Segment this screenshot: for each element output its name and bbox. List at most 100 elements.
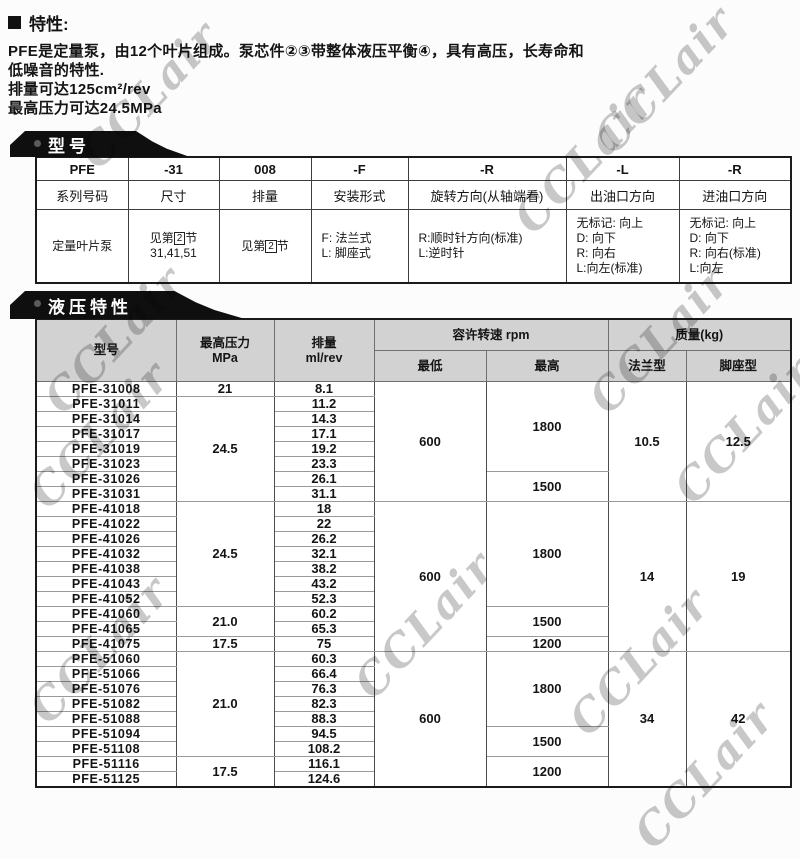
model-name-cell: PFE-51060 bbox=[35, 651, 177, 667]
model-name-cell: PFE-31008 bbox=[35, 381, 177, 397]
value-cell: 24.5 bbox=[175, 396, 275, 502]
model-name-cell: PFE-41022 bbox=[35, 516, 177, 532]
section-banner-model: 型号 bbox=[10, 131, 190, 157]
value-cell: 600 bbox=[373, 501, 487, 652]
table-row: PFE-31019 19.2 bbox=[35, 441, 791, 457]
model-name-cell: PFE-31014 bbox=[35, 411, 177, 427]
boxed-number: 2 bbox=[265, 239, 277, 253]
table-row: 最低 最高 法兰型 脚座型 bbox=[36, 350, 792, 382]
column-header-cell: 脚座型 bbox=[685, 350, 792, 382]
banner-mark-icon bbox=[34, 140, 41, 147]
value-cell: 14.3 bbox=[273, 411, 375, 427]
value-cell: 31.1 bbox=[273, 486, 375, 502]
value-cell: 1500 bbox=[485, 471, 609, 502]
table-row: PFE-51082 82.3 bbox=[35, 696, 791, 712]
table-row: 系列号码 尺寸 排量 安装形式 旋转方向(从轴端看) 出油口方向 进油口方向 bbox=[35, 180, 792, 210]
value-cell: 43.2 bbox=[273, 576, 375, 592]
section-title-model: 型号 bbox=[48, 136, 90, 156]
model-name-cell: PFE-41026 bbox=[35, 531, 177, 547]
table-row: 定量叶片泵 见第 2 节 31,41,51 见第 2 节 F: 法兰式 L: 脚座式 R:顺时针方向… bbox=[35, 209, 792, 284]
value-cell: 65.3 bbox=[273, 621, 375, 637]
column-label-cell: 旋转方向(从轴端看) bbox=[407, 180, 567, 210]
table-row: PFE-41060 21.0 60.2 1500 bbox=[35, 606, 791, 637]
value-cell: 60.2 bbox=[273, 606, 375, 622]
section-title-hydraulic: 液压特性 bbox=[48, 297, 132, 317]
value-cell: 38.2 bbox=[273, 561, 375, 577]
table-row: PFE-51088 88.3 bbox=[35, 711, 791, 727]
model-name-cell: PFE-51066 bbox=[35, 666, 177, 682]
value-cell: 12.5 bbox=[685, 381, 792, 502]
value-cell: 19.2 bbox=[273, 441, 375, 457]
section-banner-hydraulic: 液压特性 bbox=[10, 291, 245, 319]
model-code-cell: -R bbox=[678, 156, 792, 181]
feature-line: 最高压力可达24.5MPa bbox=[8, 100, 162, 117]
model-code-cell: 008 bbox=[218, 156, 312, 181]
model-code-cell: -L bbox=[565, 156, 680, 181]
value-cell: 1800 bbox=[485, 381, 609, 472]
column-label-cell: 尺寸 bbox=[127, 180, 220, 210]
model-name-cell: PFE-51108 bbox=[35, 741, 177, 757]
value-cell: 17.5 bbox=[175, 756, 275, 788]
model-name-cell: PFE-51076 bbox=[35, 681, 177, 697]
table-row: PFE -31 008 -F -R -L -R bbox=[35, 156, 792, 181]
model-name-cell: PFE-51125 bbox=[35, 771, 177, 788]
table-row: PFE-41022 22 bbox=[35, 516, 791, 532]
value-cell: 32.1 bbox=[273, 546, 375, 562]
features-heading: 特性: bbox=[8, 10, 800, 35]
table-row: PFE-51060 21.0 60.3 600 1800 34 42 bbox=[35, 651, 792, 788]
description-cell: 定量叶片泵 bbox=[35, 209, 129, 284]
model-name-cell: PFE-51116 bbox=[35, 756, 177, 772]
model-name-cell: PFE-31011 bbox=[35, 396, 177, 412]
table-row: PFE-31011 24.5 11.2 bbox=[35, 396, 791, 502]
table-row: PFE-41018 24.5 18 600 1800 14 19 bbox=[35, 501, 792, 652]
model-name-cell: PFE-31023 bbox=[35, 456, 177, 472]
column-header-cell: 最高 bbox=[485, 350, 609, 382]
value-cell: 1200 bbox=[485, 756, 609, 788]
model-name-cell: PFE-51088 bbox=[35, 711, 177, 727]
value-cell: 24.5 bbox=[175, 501, 275, 607]
value-cell: 21.0 bbox=[175, 606, 275, 637]
column-header-cell: 质量(kg) bbox=[607, 318, 792, 351]
value-cell: 600 bbox=[373, 381, 487, 502]
value-cell: 1800 bbox=[485, 501, 609, 607]
table-row: PFE-51094 94.5 1500 bbox=[35, 726, 791, 757]
model-name-cell: PFE-31026 bbox=[35, 471, 177, 487]
value-cell: 82.3 bbox=[273, 696, 375, 712]
value-cell: 108.2 bbox=[273, 741, 375, 757]
value-cell: 21.0 bbox=[175, 651, 275, 757]
model-name-cell: PFE-41043 bbox=[35, 576, 177, 592]
description-cell: R:顺时针方向(标准) L:逆时针 bbox=[407, 209, 567, 284]
feature-line: 排量可达125cm²/rev bbox=[8, 81, 151, 98]
hydraulic-characteristics-table: 型号 最高压力 MPa 排量 ml/rev 容许转速 rpm 质量(kg) 最低 最高 法兰型 脚座… bbox=[35, 318, 793, 788]
model-name-cell: PFE-31017 bbox=[35, 426, 177, 442]
model-code-cell: -F bbox=[310, 156, 409, 181]
value-cell: 76.3 bbox=[273, 681, 375, 697]
model-name-cell: PFE-41052 bbox=[35, 591, 177, 607]
value-cell: 10.5 bbox=[607, 381, 687, 502]
model-name-cell: PFE-41075 bbox=[35, 636, 177, 652]
model-name-cell: PFE-51082 bbox=[35, 696, 177, 712]
value-cell: 11.2 bbox=[273, 396, 375, 412]
table-row: PFE-31026 26.1 1500 bbox=[35, 471, 791, 502]
model-name-cell: PFE-41065 bbox=[35, 621, 177, 637]
value-cell: 19 bbox=[685, 501, 792, 652]
value-cell: 116.1 bbox=[273, 756, 375, 772]
model-code-cell: -R bbox=[407, 156, 567, 181]
description-cell: 无标记: 向上 D: 向下 R: 向右 L:向左(标准) bbox=[565, 209, 680, 284]
feature-line: PFE是定量泵，由12个叶片组成。泵芯件②③带整体液压平衡④，具有高压，长寿命和 bbox=[8, 43, 584, 60]
table-row: PFE-31023 23.3 bbox=[35, 456, 791, 472]
value-cell: 60.3 bbox=[273, 651, 375, 667]
value-cell: 66.4 bbox=[273, 666, 375, 682]
model-name-cell: PFE-41060 bbox=[35, 606, 177, 622]
model-name-cell: PFE-41032 bbox=[35, 546, 177, 562]
table-row: PFE-51066 66.4 bbox=[35, 666, 791, 682]
value-cell: 75 bbox=[273, 636, 375, 652]
value-cell: 1500 bbox=[485, 726, 609, 757]
column-label-cell: 进油口方向 bbox=[678, 180, 792, 210]
value-cell: 42 bbox=[685, 651, 792, 788]
value-cell: 17.5 bbox=[175, 636, 275, 652]
column-header-cell: 排量 ml/rev bbox=[273, 318, 375, 382]
value-cell: 23.3 bbox=[273, 456, 375, 472]
column-label-cell: 系列号码 bbox=[35, 180, 129, 210]
value-cell: 26.2 bbox=[273, 531, 375, 547]
